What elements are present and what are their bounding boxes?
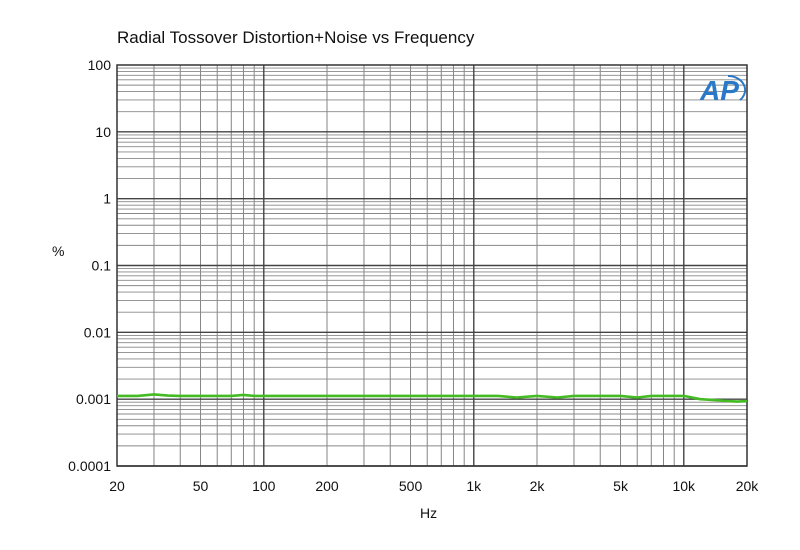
- series-layer: [117, 393, 748, 403]
- x-tick-label: 500: [399, 478, 423, 494]
- y-axis-label: %: [52, 243, 65, 259]
- x-tick-label: 20k: [736, 478, 760, 494]
- x-tick-label: 100: [252, 478, 276, 494]
- x-tick-label: 5k: [613, 478, 629, 494]
- x-tick-label: 2k: [530, 478, 546, 494]
- y-tick-label: 0.001: [76, 391, 111, 407]
- x-tick-label: 200: [315, 478, 339, 494]
- y-tick-label: 100: [88, 57, 112, 73]
- y-tick-label: 0.0001: [68, 458, 111, 474]
- y-tick-label: 0.1: [92, 258, 112, 274]
- ap-logo-text: AP: [699, 75, 739, 106]
- x-tick-label: 50: [193, 478, 209, 494]
- series-line-0: [117, 393, 748, 403]
- x-axis-label: Hz: [420, 505, 438, 521]
- plot-frame: [116, 64, 748, 467]
- ap-logo-arc: [727, 74, 747, 101]
- x-tick-label: 10k: [672, 478, 696, 494]
- chart-title: Radial Tossover Distortion+Noise vs Freq…: [117, 28, 475, 47]
- y-tick-label: 1: [103, 191, 111, 207]
- x-tick-label: 1k: [466, 478, 482, 494]
- ap-logo-icon: AP: [699, 74, 747, 106]
- y-tick-label: 10: [95, 124, 111, 140]
- y-tick-labels: 0.0001 0.001 0.01 0.1 1 10 100: [68, 57, 111, 474]
- y-tick-label: 0.01: [84, 324, 111, 340]
- x-tick-labels: 20 50 100 200 500 1k 2k 5k 10k 20k: [109, 478, 759, 494]
- x-tick-label: 20: [109, 478, 125, 494]
